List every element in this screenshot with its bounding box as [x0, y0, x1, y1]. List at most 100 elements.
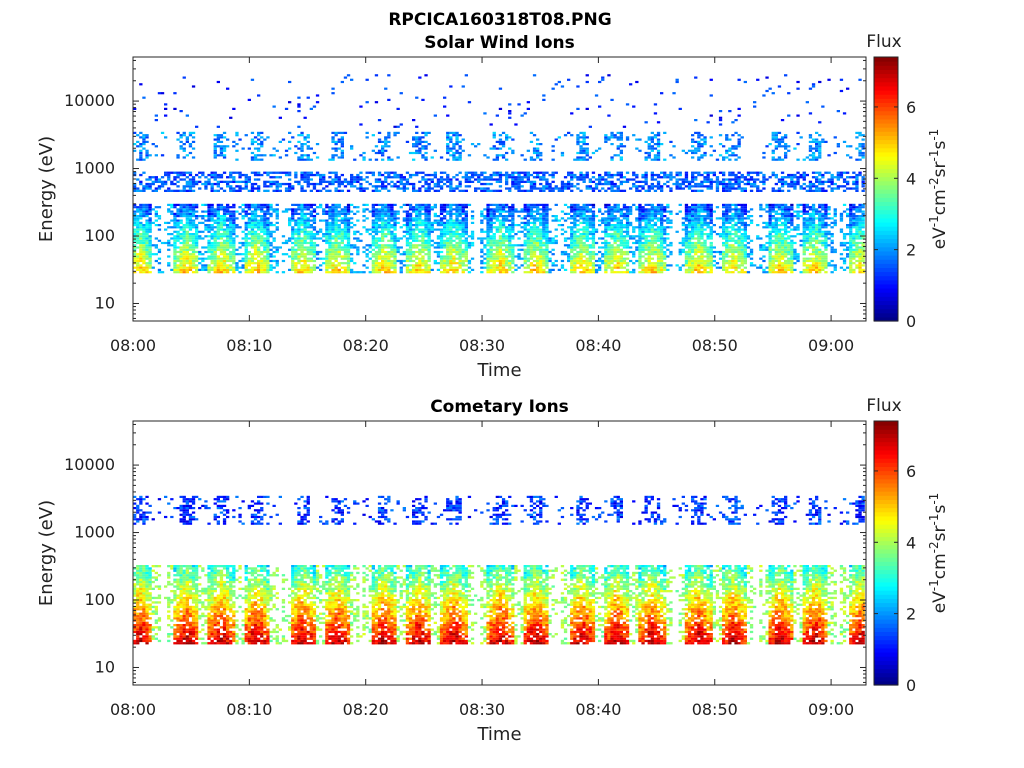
heatmap-cell	[489, 241, 493, 245]
heatmap-cell	[467, 203, 472, 206]
heatmap-cell	[191, 266, 196, 269]
heatmap-cell	[594, 149, 599, 152]
heatmap-cell	[306, 237, 310, 240]
heatmap-cell	[176, 212, 180, 215]
heatmap-cell	[312, 203, 317, 206]
heatmap-cell	[644, 208, 648, 211]
heatmap-cell	[179, 241, 183, 245]
heatmap-cell	[508, 187, 512, 190]
heatmap-cell	[461, 262, 465, 265]
heatmap-cell	[554, 217, 558, 220]
heatmap-cell	[616, 233, 620, 236]
heatmap-cell	[266, 230, 270, 233]
heatmap-cell	[514, 176, 518, 179]
heatmap-cell	[387, 264, 391, 267]
heatmap-cell	[281, 253, 286, 256]
heatmap-cell	[439, 233, 444, 236]
heatmap-cell	[492, 253, 496, 256]
heatmap-cell	[446, 253, 450, 256]
heatmap-cell	[167, 176, 171, 179]
heatmap-cell	[439, 187, 444, 190]
heatmap-cell	[439, 237, 444, 240]
heatmap-cell	[185, 253, 189, 256]
heatmap-cell	[641, 248, 645, 251]
heatmap-cell	[257, 206, 261, 209]
heatmap-cell	[247, 244, 251, 247]
heatmap-cell	[545, 264, 549, 267]
heatmap-cell	[585, 221, 589, 224]
heatmap-cell	[656, 233, 661, 236]
heatmap-cell	[145, 210, 149, 213]
heatmap-cell	[570, 246, 574, 249]
heatmap-cell	[563, 230, 568, 233]
heatmap-cell	[238, 271, 242, 274]
heatmap-cell	[650, 250, 654, 254]
heatmap-cell	[219, 206, 224, 209]
heatmap-cell	[613, 219, 617, 222]
heatmap-cell	[570, 178, 574, 181]
heatmap-cell	[604, 189, 608, 192]
heatmap-cell	[619, 244, 623, 247]
heatmap-cell	[622, 189, 627, 192]
heatmap-cell	[213, 134, 217, 137]
heatmap-cell	[405, 259, 410, 263]
heatmap-cell	[374, 228, 379, 231]
heatmap-cell	[219, 264, 224, 267]
heatmap-cell	[501, 156, 506, 159]
heatmap-cell	[232, 107, 236, 110]
heatmap-cell	[591, 226, 596, 229]
heatmap-cell	[188, 255, 193, 258]
heatmap-cell	[154, 253, 158, 256]
heatmap-cell	[427, 264, 431, 267]
heatmap-cell	[570, 206, 574, 209]
heatmap-cell	[421, 262, 425, 265]
heatmap-cell	[219, 226, 224, 229]
heatmap-cell	[340, 235, 344, 238]
heatmap-cell	[508, 110, 512, 113]
heatmap-cell	[393, 228, 397, 231]
heatmap-cell	[402, 210, 406, 213]
heatmap-cell	[222, 244, 227, 247]
heatmap-cell	[356, 206, 360, 209]
heatmap-cell	[467, 271, 472, 274]
heatmap-cell	[204, 246, 208, 249]
heatmap-cell	[185, 224, 189, 227]
heatmap-cell	[604, 226, 608, 229]
heatmap-cell	[495, 215, 499, 218]
heatmap-cell	[300, 176, 304, 179]
heatmap-cell	[179, 210, 183, 213]
heatmap-cell	[443, 206, 447, 209]
heatmap-cell	[412, 138, 416, 141]
heatmap-cell	[170, 268, 174, 271]
heatmap-cell	[501, 208, 506, 211]
heatmap-cell	[216, 255, 220, 258]
heatmap-cell	[486, 262, 490, 265]
heatmap-cell	[598, 264, 602, 267]
heatmap-cell	[644, 246, 648, 249]
heatmap-cell	[384, 176, 388, 179]
heatmap-cell	[585, 226, 589, 229]
heatmap-cell	[542, 233, 546, 236]
heatmap-cell	[381, 212, 385, 215]
heatmap-cell	[498, 208, 503, 211]
heatmap-cell	[656, 264, 661, 267]
heatmap-cell	[492, 233, 496, 236]
heatmap-cell	[610, 185, 614, 188]
heatmap-cell	[458, 246, 462, 249]
heatmap-cell	[616, 244, 620, 247]
heatmap-cell	[619, 145, 623, 148]
heatmap-cell	[517, 180, 521, 183]
heatmap-cell	[579, 171, 583, 174]
heatmap-cell	[188, 246, 193, 249]
heatmap-cell	[374, 221, 379, 224]
heatmap-cell	[433, 176, 437, 179]
heatmap-cell	[560, 228, 565, 231]
heatmap-cell	[288, 208, 292, 211]
heatmap-cell	[532, 239, 537, 242]
heatmap-cell	[337, 182, 341, 186]
heatmap-cell	[523, 266, 527, 269]
heatmap-cell	[384, 87, 388, 90]
heatmap-cell	[415, 255, 419, 258]
heatmap-cell	[523, 217, 527, 220]
heatmap-cell	[610, 131, 614, 134]
